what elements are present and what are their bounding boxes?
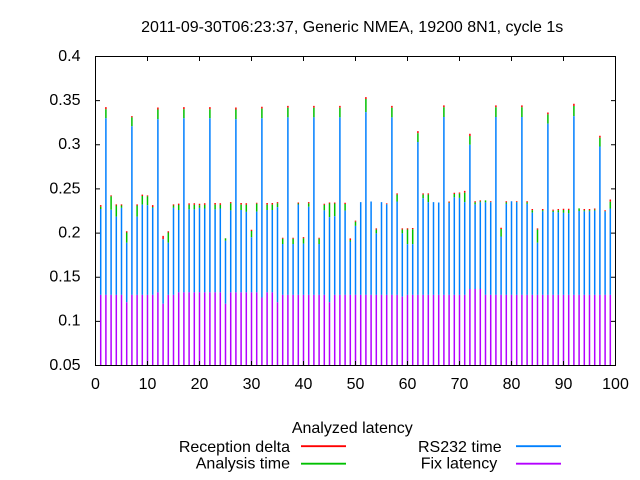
svg-text:RS232 time: RS232 time <box>418 439 502 456</box>
svg-text:10: 10 <box>139 376 157 393</box>
svg-text:0.35: 0.35 <box>49 92 80 109</box>
svg-text:90: 90 <box>555 376 573 393</box>
svg-text:40: 40 <box>295 376 313 393</box>
svg-text:Fix latency: Fix latency <box>421 455 497 472</box>
svg-text:80: 80 <box>503 376 521 393</box>
svg-text:100: 100 <box>602 376 629 393</box>
svg-text:60: 60 <box>399 376 417 393</box>
svg-text:50: 50 <box>347 376 365 393</box>
svg-text:0.4: 0.4 <box>58 48 80 65</box>
svg-text:2011-09-30T06:23:37, Generic N: 2011-09-30T06:23:37, Generic NMEA, 19200… <box>141 19 563 36</box>
svg-text:0.15: 0.15 <box>49 269 80 286</box>
svg-text:0.25: 0.25 <box>49 180 80 197</box>
svg-text:70: 70 <box>451 376 469 393</box>
svg-text:30: 30 <box>243 376 261 393</box>
svg-text:Analysis time: Analysis time <box>196 455 290 472</box>
svg-text:0.1: 0.1 <box>58 313 80 330</box>
svg-text:0.05: 0.05 <box>49 357 80 374</box>
svg-text:Analyzed latency: Analyzed latency <box>292 420 413 437</box>
svg-text:Reception delta: Reception delta <box>179 439 290 456</box>
svg-text:20: 20 <box>191 376 209 393</box>
svg-text:0.2: 0.2 <box>58 224 80 241</box>
svg-text:0: 0 <box>91 376 100 393</box>
svg-text:0.3: 0.3 <box>58 136 80 153</box>
